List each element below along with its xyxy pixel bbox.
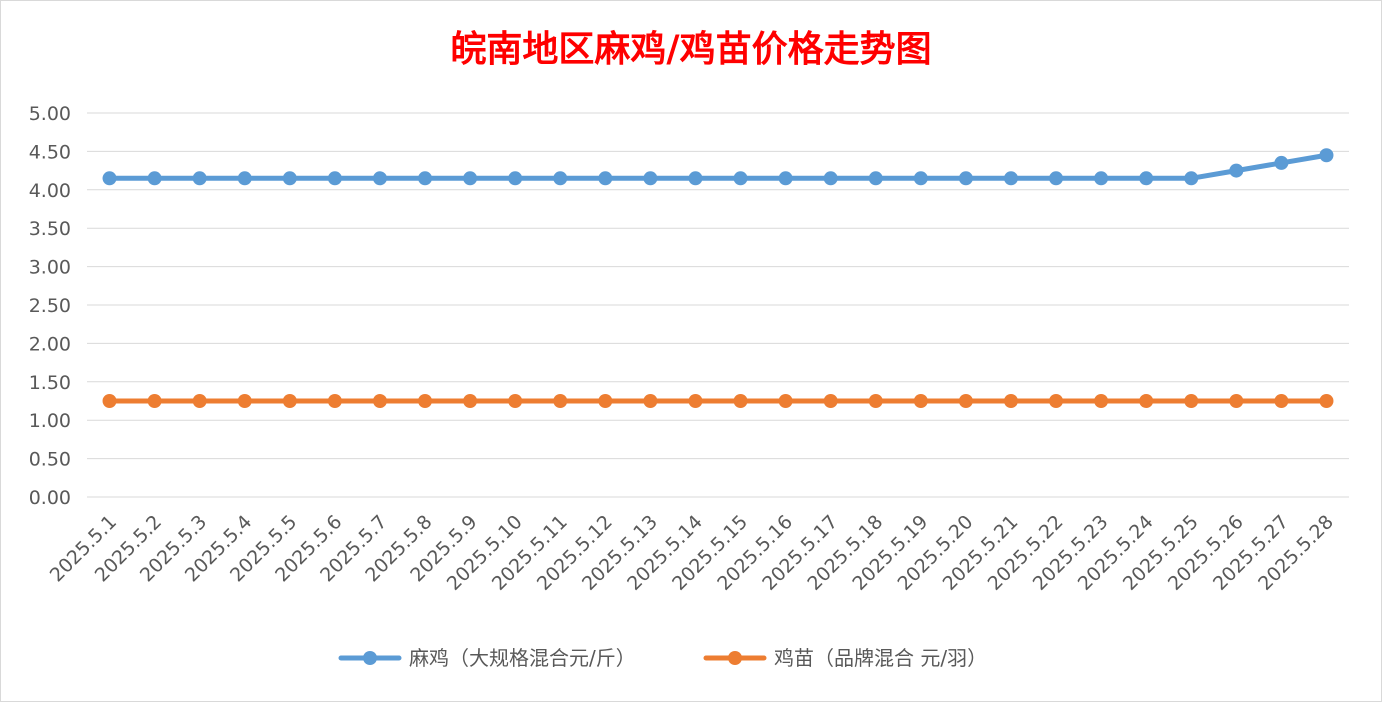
data-point — [102, 394, 117, 408]
data-point — [1319, 148, 1334, 163]
data-point — [282, 171, 297, 186]
data-point — [733, 394, 748, 408]
data-point — [372, 394, 387, 408]
data-point — [327, 394, 342, 408]
data-point — [733, 171, 748, 186]
data-point — [418, 171, 433, 186]
data-point — [1003, 394, 1018, 408]
data-point — [1049, 171, 1064, 186]
legend-marker — [363, 651, 377, 665]
data-point — [147, 171, 162, 186]
x-axis-ticks: 2025.5.12025.5.22025.5.32025.5.42025.5.5… — [46, 511, 1338, 595]
legend-item: 鸡苗（品牌混合 元/羽） — [703, 646, 987, 670]
y-tick-label: 2.50 — [29, 295, 71, 317]
data-point — [237, 394, 252, 408]
data-point — [282, 394, 297, 408]
data-point — [688, 394, 703, 408]
data-point — [1049, 394, 1064, 408]
chart-title: 皖南地区麻鸡/鸡苗价格走势图 — [450, 28, 931, 70]
y-tick-label: 2.00 — [29, 333, 71, 355]
gridlines — [87, 112, 1349, 498]
data-point — [508, 394, 523, 408]
series-1 — [102, 148, 1334, 186]
data-point — [643, 394, 658, 408]
data-point — [192, 394, 207, 408]
data-point — [372, 171, 387, 186]
data-point — [553, 171, 568, 186]
data-point — [237, 171, 252, 186]
data-point — [508, 171, 523, 186]
data-point — [553, 394, 568, 408]
y-tick-label: 0.50 — [29, 449, 71, 471]
data-point — [1229, 163, 1244, 178]
data-point — [1319, 394, 1334, 408]
y-tick-label: 4.50 — [29, 141, 71, 163]
y-tick-label: 1.00 — [29, 410, 71, 432]
data-point — [643, 171, 658, 186]
y-tick-label: 3.50 — [29, 218, 71, 240]
data-point — [192, 171, 207, 186]
data-point — [1229, 394, 1244, 408]
legend-item: 麻鸡（大规格混合元/斤） — [338, 646, 636, 670]
data-point — [958, 394, 973, 408]
y-tick-label: 5.00 — [29, 103, 71, 125]
data-point — [868, 394, 883, 408]
data-point — [1139, 171, 1154, 186]
data-point — [778, 394, 793, 408]
y-tick-label: 3.00 — [29, 257, 71, 279]
legend-marker — [728, 651, 742, 665]
data-point — [913, 171, 928, 186]
data-point — [1094, 171, 1109, 186]
data-point — [1139, 394, 1154, 408]
series-line — [107, 152, 1329, 181]
legend-label: 鸡苗（品牌混合 元/羽） — [774, 646, 987, 670]
data-point — [1184, 394, 1199, 408]
data-point — [1274, 155, 1289, 170]
data-point — [147, 394, 162, 408]
series-lines — [102, 148, 1334, 408]
data-point — [958, 171, 973, 186]
data-point — [463, 394, 478, 408]
data-point — [598, 394, 613, 408]
data-point — [823, 171, 838, 186]
data-point — [913, 394, 928, 408]
data-point — [598, 171, 613, 186]
data-point — [327, 171, 342, 186]
data-point — [1094, 394, 1109, 408]
data-point — [868, 171, 883, 186]
y-tick-label: 4.00 — [29, 180, 71, 202]
data-point — [102, 171, 117, 186]
data-point — [823, 394, 838, 408]
y-axis-ticks: 0.00 0.50 1.00 1.50 2.00 2.50 3.00 3.50 4.00 4.50… — [29, 103, 71, 509]
legend: 麻鸡（大规格混合元/斤） 鸡苗（品牌混合 元/羽） — [338, 646, 987, 670]
y-tick-label: 0.00 — [29, 487, 71, 509]
data-point — [778, 171, 793, 186]
data-point — [688, 171, 703, 186]
data-point — [1274, 394, 1289, 408]
data-point — [463, 171, 478, 186]
data-point — [1184, 171, 1199, 186]
data-point — [418, 394, 433, 408]
y-tick-label: 1.50 — [29, 372, 71, 394]
data-point — [1003, 171, 1018, 186]
legend-label: 麻鸡（大规格混合元/斤） — [409, 646, 636, 670]
series-2 — [102, 394, 1334, 408]
